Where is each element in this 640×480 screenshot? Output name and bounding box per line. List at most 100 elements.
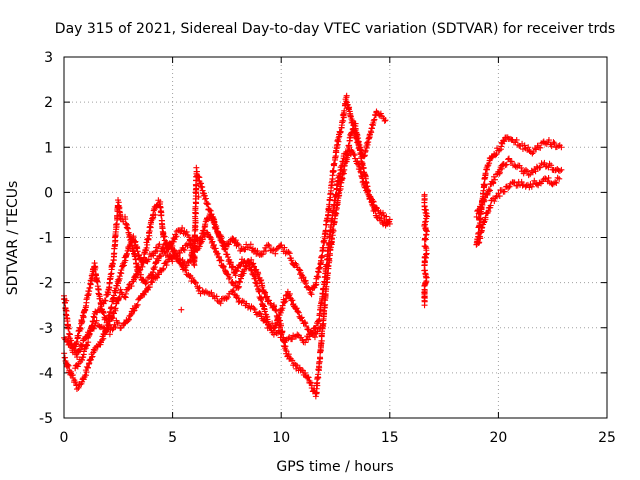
y-tick-label: -2 — [39, 276, 53, 292]
data-point-marker — [122, 216, 129, 223]
data-point-marker — [84, 364, 91, 371]
data-point-marker — [326, 233, 333, 240]
y-tick-label: -3 — [39, 321, 53, 337]
data-point-marker — [339, 160, 346, 167]
data-points — [60, 92, 565, 400]
data-point-marker — [250, 304, 257, 311]
data-point-marker — [137, 271, 144, 278]
data-point-marker — [83, 369, 90, 376]
data-point-marker — [145, 256, 152, 263]
data-point-marker — [305, 336, 312, 343]
data-point-marker — [65, 362, 72, 369]
data-point-marker — [64, 315, 71, 322]
data-point-marker — [321, 279, 328, 286]
data-point-marker — [89, 353, 96, 360]
data-point-marker — [278, 331, 285, 338]
data-point-marker — [553, 179, 560, 186]
data-point-marker — [68, 342, 75, 349]
data-point-marker — [556, 175, 563, 182]
data-point-marker — [298, 314, 305, 321]
data-point-marker — [496, 170, 503, 177]
data-point-marker — [256, 288, 263, 295]
data-point-marker — [123, 250, 130, 257]
data-point-marker — [160, 265, 167, 272]
data-point-marker — [312, 393, 319, 400]
data-point-marker — [503, 161, 510, 168]
data-point-marker — [265, 241, 272, 248]
data-point-marker — [141, 291, 148, 298]
data-point-marker — [207, 207, 214, 214]
data-point-marker — [128, 283, 135, 290]
x-tick-label: 25 — [598, 430, 616, 446]
data-point-marker — [363, 179, 370, 186]
data-point-marker — [234, 267, 241, 274]
data-point-marker — [191, 253, 198, 260]
data-point-marker — [328, 187, 335, 194]
data-point-marker — [183, 228, 190, 235]
data-point-marker — [118, 270, 125, 277]
data-point-marker — [493, 151, 500, 158]
data-point-marker — [558, 144, 565, 151]
data-point-marker — [312, 282, 319, 289]
data-point-marker — [248, 256, 255, 263]
data-point-marker — [300, 274, 307, 281]
data-point-marker — [178, 306, 185, 313]
data-point-marker — [155, 257, 162, 264]
data-point-marker — [537, 144, 544, 151]
data-point-marker — [308, 291, 315, 298]
data-point-marker — [558, 166, 565, 173]
data-point-marker — [496, 169, 503, 176]
data-point-marker — [196, 284, 203, 291]
data-point-marker — [107, 271, 114, 278]
data-point-marker — [288, 257, 295, 264]
x-tick-label: 20 — [489, 430, 507, 446]
data-point-marker — [379, 209, 386, 216]
data-point-marker — [506, 183, 513, 190]
data-point-marker — [479, 224, 486, 231]
data-point-marker — [319, 330, 326, 337]
data-point-marker — [315, 371, 322, 378]
data-point-marker — [508, 158, 515, 165]
data-point-marker — [272, 250, 279, 257]
data-point-marker — [505, 184, 512, 191]
data-point-marker — [485, 186, 492, 193]
data-point-marker — [146, 284, 153, 291]
data-point-marker — [91, 347, 98, 354]
data-point-marker — [202, 288, 209, 295]
x-tick-label: 0 — [60, 430, 69, 446]
data-point-marker — [295, 309, 302, 316]
data-point-marker — [525, 144, 532, 151]
data-point-marker — [161, 248, 168, 255]
data-point-marker — [260, 302, 267, 309]
data-point-marker — [205, 216, 212, 223]
data-point-marker — [294, 308, 301, 315]
data-point-marker — [83, 296, 90, 303]
data-point-marker — [491, 176, 498, 183]
data-point-marker — [125, 316, 132, 323]
data-point-marker — [518, 164, 525, 171]
data-point-marker — [65, 325, 72, 332]
data-point-marker — [528, 183, 535, 190]
data-point-marker — [227, 259, 234, 266]
data-point-marker — [143, 279, 150, 286]
data-point-marker — [476, 239, 483, 246]
data-point-marker — [213, 293, 220, 300]
data-point-marker — [552, 179, 559, 186]
data-point-marker — [217, 257, 224, 264]
data-point-marker — [199, 236, 206, 243]
data-point-marker — [421, 302, 428, 309]
y-axis-label: SDTVAR / TECUs — [5, 181, 21, 296]
data-point-marker — [307, 379, 314, 386]
data-point-marker — [192, 205, 199, 212]
data-point-marker — [181, 247, 188, 254]
data-point-marker — [423, 228, 430, 235]
data-point-marker — [352, 126, 359, 133]
data-point-marker — [487, 202, 494, 209]
data-point-marker — [421, 236, 428, 243]
data-point-marker — [112, 323, 119, 330]
x-tick-label: 5 — [168, 430, 177, 446]
data-point-marker — [213, 223, 220, 230]
data-point-marker — [65, 333, 72, 340]
data-point-marker — [235, 242, 242, 249]
